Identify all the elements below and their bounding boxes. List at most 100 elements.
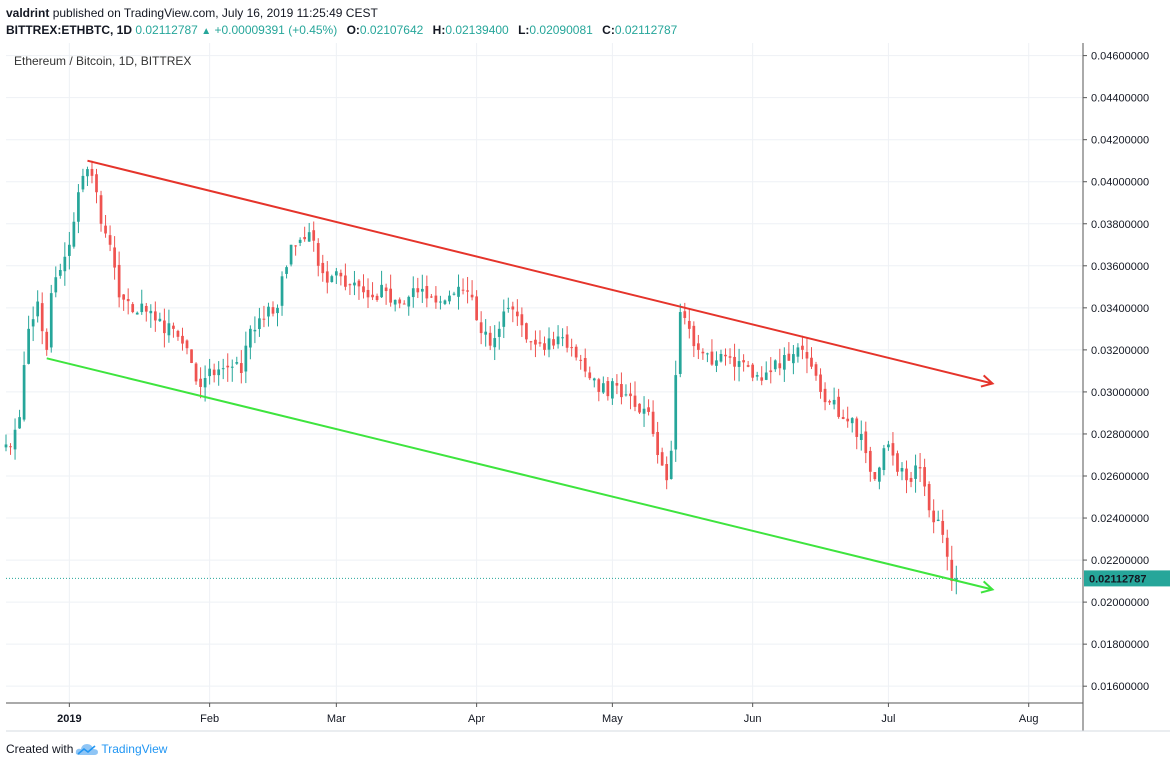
candle-body: [583, 358, 587, 372]
candle-body: [271, 307, 275, 314]
candle: [787, 342, 791, 361]
candle: [543, 336, 546, 356]
candle-body: [262, 318, 266, 320]
candle-body: [298, 239, 302, 243]
candle-body: [506, 307, 510, 309]
candle: [267, 302, 270, 327]
candle: [932, 499, 936, 534]
candle: [801, 335, 804, 360]
candle-body: [909, 477, 913, 482]
candle-body: [647, 407, 650, 412]
candle-body: [86, 169, 89, 177]
candle-body: [687, 320, 691, 329]
candle: [633, 381, 637, 412]
candle-body: [905, 468, 908, 481]
tradingview-logo[interactable]: TradingView: [75, 742, 167, 756]
candle: [31, 306, 35, 342]
candle-body: [402, 303, 406, 305]
candle: [9, 443, 12, 455]
y-tick-label: 0.02600000: [1091, 471, 1149, 483]
candle-body: [131, 304, 135, 313]
created-with-text: Created with: [6, 742, 74, 756]
candle: [855, 416, 859, 450]
last-price-value: 0.02112787: [135, 23, 198, 37]
candle-body: [289, 244, 293, 265]
candle-body: [443, 300, 447, 304]
candle: [733, 343, 736, 381]
candle-body: [194, 363, 198, 382]
candle: [506, 297, 510, 313]
candle-body: [638, 403, 641, 413]
candle: [104, 215, 107, 238]
candle-body: [914, 465, 917, 479]
candle-body: [755, 375, 759, 377]
candle: [425, 275, 429, 308]
candle-body: [353, 282, 356, 286]
axes[interactable]: 0.04600000 0.04400000 0.04200000 0.04000000…: [6, 43, 1170, 732]
candle-body: [493, 338, 497, 348]
candle-body: [104, 225, 107, 234]
candle-body: [470, 294, 474, 298]
candle: [443, 299, 447, 306]
candle: [375, 293, 379, 302]
y-tick-label: 0.04400000: [1091, 93, 1149, 105]
candle-body: [393, 299, 397, 305]
candle: [914, 454, 917, 493]
candle-body: [144, 305, 148, 312]
candle: [262, 305, 266, 328]
candle: [430, 293, 433, 298]
grid: [6, 43, 1083, 703]
candle-body: [561, 337, 564, 339]
candle: [230, 359, 234, 382]
candle-body: [280, 276, 284, 306]
candle-body: [620, 384, 623, 398]
candle-body: [181, 335, 184, 344]
candle: [407, 295, 411, 316]
candle: [181, 327, 184, 351]
candle: [502, 299, 506, 339]
candle: [439, 295, 442, 310]
published-text: published on TradingView.com, July 16, 2…: [52, 6, 378, 20]
candle-body: [434, 295, 438, 303]
x-tick-label: Mar: [327, 713, 346, 725]
candle: [212, 363, 216, 383]
candle: [755, 371, 759, 381]
up-triangle-icon: ▲: [201, 26, 212, 37]
x-tick-label: Jun: [744, 713, 762, 725]
candle: [249, 325, 252, 360]
candle-body: [479, 322, 483, 334]
candle: [927, 481, 931, 518]
candle-body: [40, 303, 44, 332]
candle: [552, 331, 555, 350]
candle-body: [389, 288, 393, 303]
chart-legend: Ethereum / Bitcoin, 1D, BITTREX: [14, 54, 191, 68]
candle-body: [538, 342, 542, 344]
candle-body: [932, 510, 936, 523]
candle-body: [719, 353, 723, 362]
candle-body: [276, 307, 279, 314]
y-tick-label: 0.02200000: [1091, 555, 1149, 567]
candle: [448, 290, 451, 305]
author-name[interactable]: valdrint: [6, 6, 50, 20]
candle-body: [746, 365, 750, 367]
candle: [570, 338, 574, 357]
candle: [529, 340, 533, 351]
candle: [642, 396, 646, 427]
candle: [864, 421, 868, 464]
candle: [620, 372, 623, 405]
candle-body: [307, 232, 311, 242]
symbol-label: BITTREX:ETHBTC, 1D: [6, 23, 132, 37]
candle-body: [67, 244, 71, 256]
low-value: 0.02090081: [529, 23, 593, 37]
candle: [868, 446, 872, 482]
candle: [905, 460, 908, 494]
candle: [131, 302, 135, 314]
candle-body: [511, 306, 515, 310]
candle: [321, 254, 325, 282]
candle-body: [642, 408, 646, 414]
candle: [724, 348, 727, 366]
candle-body: [27, 328, 30, 364]
candle: [692, 321, 696, 358]
tradingview-cloud-icon: [76, 744, 99, 755]
